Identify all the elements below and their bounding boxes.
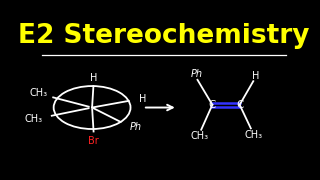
Text: Br: Br xyxy=(88,136,99,147)
Text: E2 Stereochemistry: E2 Stereochemistry xyxy=(18,23,310,49)
Text: C: C xyxy=(209,100,216,110)
Text: Ph: Ph xyxy=(130,122,142,132)
Text: CH₃: CH₃ xyxy=(25,114,43,123)
Text: CH₃: CH₃ xyxy=(244,130,262,140)
Text: H: H xyxy=(90,73,97,84)
Text: H: H xyxy=(139,94,147,104)
Text: H: H xyxy=(252,71,260,81)
Text: Ph: Ph xyxy=(190,69,202,79)
Text: CH₃: CH₃ xyxy=(29,88,47,98)
Text: C: C xyxy=(236,100,243,110)
Text: CH₃: CH₃ xyxy=(191,131,209,141)
